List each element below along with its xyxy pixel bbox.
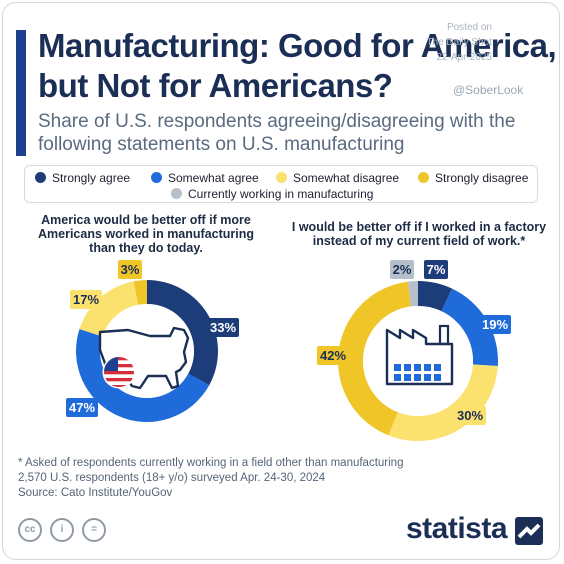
us-map-with-flag-icon <box>98 326 190 390</box>
data-label: 30% <box>457 408 483 423</box>
right-donut-title: I would be better off if I worked in a f… <box>291 220 547 248</box>
watermark-date: 22-Apr-2025 <box>436 52 492 63</box>
footnote-asterisk-note: * Asked of respondents currently working… <box>18 457 404 469</box>
footnote-source: Source: Cato Institute/YouGov <box>18 487 173 499</box>
data-label: 3% <box>121 262 140 277</box>
data-label: 47% <box>69 400 95 415</box>
data-label: 42% <box>320 348 346 363</box>
watermark-handle: @SoberLook <box>453 83 524 97</box>
data-label-box <box>317 346 349 365</box>
donut-slice-somewhat-disagree <box>79 281 139 337</box>
legend-swatch <box>171 188 182 199</box>
watermark-site: The Daily Shot <box>426 37 492 48</box>
donut-slice-currently-working-in-manufacturing <box>407 281 418 307</box>
legend-item-strongly-disagree: Strongly disagree <box>418 171 528 185</box>
data-label: 17% <box>73 292 99 307</box>
legend-item-somewhat-agree: Somewhat agree <box>151 171 259 185</box>
data-label-box <box>390 260 414 279</box>
data-label-box <box>454 406 486 425</box>
legend: Strongly agree Somewhat agree Somewhat d… <box>24 165 538 203</box>
chart-subtitle: Share of U.S. respondents agreeing/disag… <box>38 111 516 155</box>
factory-icon <box>385 324 454 386</box>
data-label: 2% <box>393 262 412 277</box>
data-label-box <box>66 398 98 417</box>
statista-logo-mark-icon <box>515 517 543 545</box>
data-label-box <box>70 290 102 309</box>
footnote-sample: 2,570 U.S. respondents (18+ y/o) surveye… <box>18 472 326 484</box>
legend-label: Somewhat agree <box>168 171 259 185</box>
donut-slice-strongly-disagree <box>133 280 147 305</box>
legend-swatch <box>35 172 46 183</box>
left-donut-title: America would be better off if more Amer… <box>37 213 255 255</box>
legend-label: Somewhat disagree <box>293 171 400 185</box>
statista-logo-text: statista <box>406 512 508 545</box>
donut-slice-strongly-disagree <box>338 281 412 436</box>
watermark: Posted on The Daily Shot 22-Apr-2025 <box>426 20 492 65</box>
data-label: 7% <box>427 262 446 277</box>
card-frame <box>2 2 560 560</box>
data-label-box <box>118 260 142 279</box>
legend-item-somewhat-disagree: Somewhat disagree <box>276 171 399 185</box>
legend-label: Strongly disagree <box>435 171 529 185</box>
data-label-box <box>424 260 448 279</box>
legend-label: Currently working in manufacturing <box>188 187 374 201</box>
donut-slice-strongly-agree <box>418 281 453 312</box>
data-label-box <box>207 318 239 337</box>
legend-swatch <box>151 172 162 183</box>
donut-slice-somewhat-agree <box>76 329 210 422</box>
legend-item-strongly-agree: Strongly agree <box>35 171 130 185</box>
right-donut: 7% 19% 30% 42% 2% <box>317 260 511 442</box>
donut-slice-strongly-agree <box>147 280 218 386</box>
donut-slice-somewhat-agree <box>441 288 498 367</box>
title-accent-bar <box>16 30 26 156</box>
legend-item-currently-working-in-manufacturing: Currently working in manufacturing <box>171 187 373 201</box>
donut-slice-somewhat-disagree <box>388 364 498 442</box>
chart-title: Manufacturing: Good for America, but Not… <box>38 27 557 104</box>
license-icons: cc i = <box>18 518 114 542</box>
legend-label: Strongly agree <box>52 171 131 185</box>
donut-hole <box>363 306 473 416</box>
watermark-posted-on: Posted on <box>446 22 492 33</box>
footnote: * Asked of respondents currently working… <box>18 456 548 501</box>
data-label-box <box>479 315 511 334</box>
data-label: 19% <box>482 317 508 332</box>
legend-swatch <box>418 172 429 183</box>
creative-commons-icon[interactable]: cc <box>18 518 42 542</box>
legend-swatch <box>276 172 287 183</box>
data-label: 33% <box>210 320 236 335</box>
no-derivatives-icon[interactable]: = <box>82 518 106 542</box>
attribution-icon[interactable]: i <box>50 518 74 542</box>
